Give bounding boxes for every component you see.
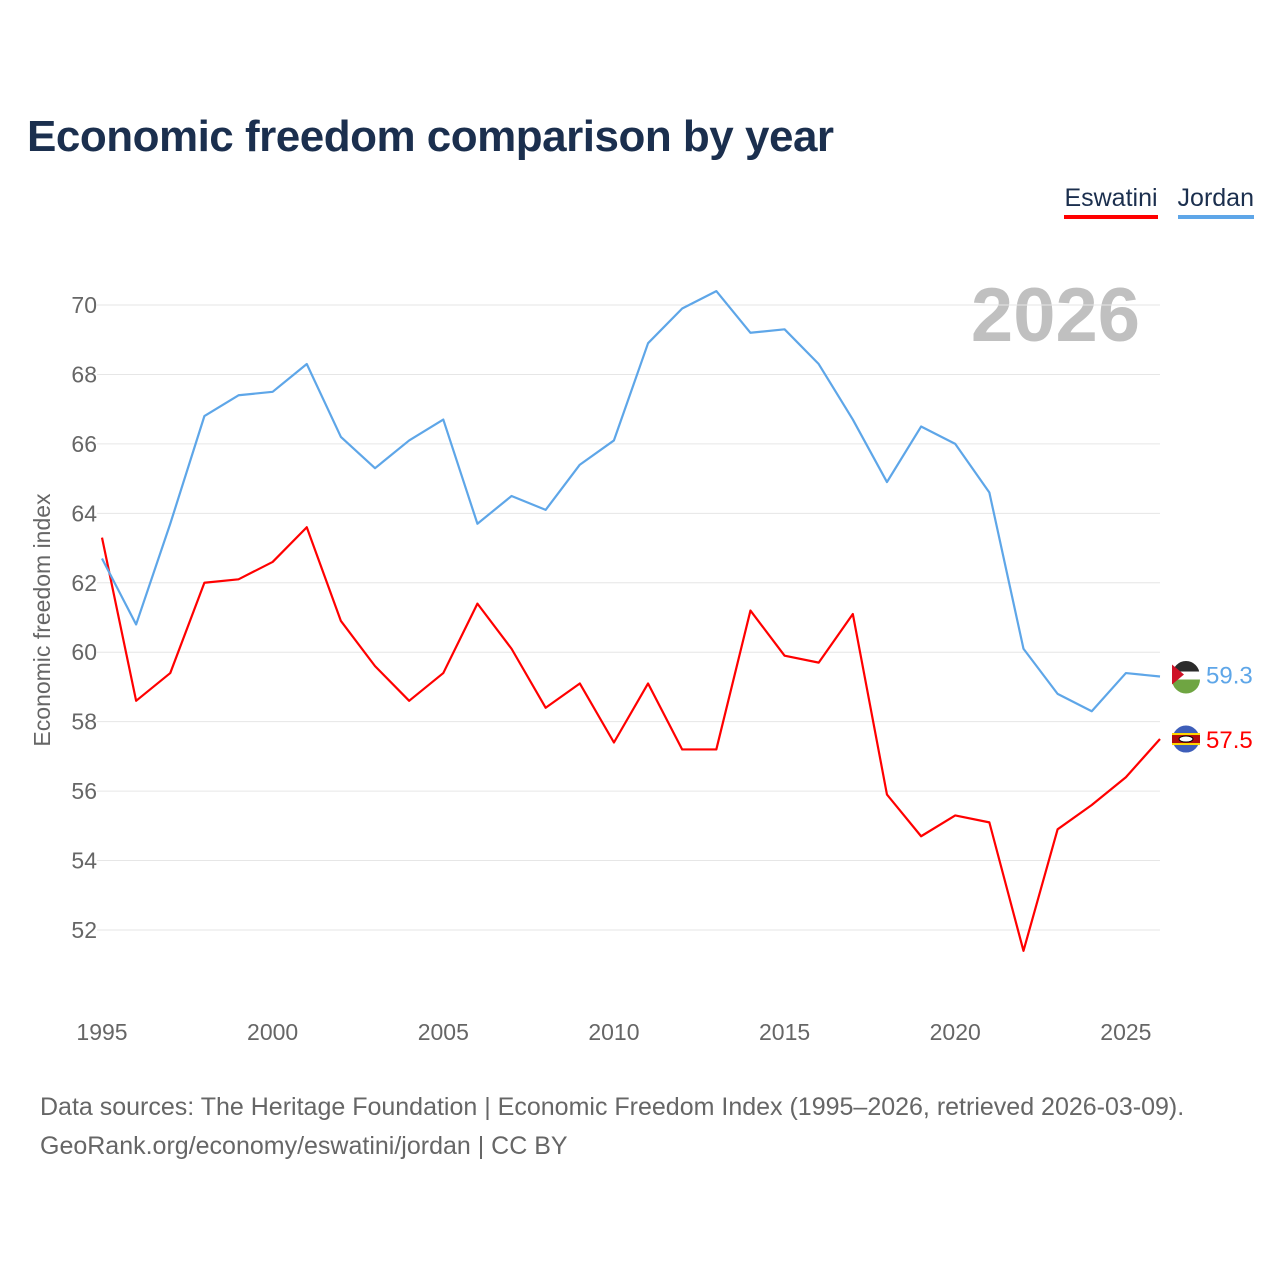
- x-tick-label: 2000: [247, 1019, 298, 1045]
- flag-triangle: [1172, 664, 1184, 685]
- flag-stripe: [1172, 733, 1200, 736]
- y-tick-label: 52: [71, 917, 97, 943]
- legend-eswatini[interactable]: Eswatini: [1064, 184, 1158, 219]
- chart-title: Economic freedom comparison by year: [27, 112, 834, 161]
- y-tick-label: 58: [71, 709, 97, 735]
- x-tick-label: 2010: [588, 1019, 639, 1045]
- flag-stripe: [1172, 679, 1200, 694]
- series-line-eswatini: [100, 526, 1161, 952]
- y-tick-label: 70: [71, 292, 97, 318]
- y-tick-label: 54: [71, 848, 97, 874]
- y-tick-label: 62: [71, 570, 97, 596]
- x-tick-label: 2020: [930, 1019, 981, 1045]
- legend: Eswatini Jordan: [1064, 184, 1254, 219]
- source-note: Data sources: The Heritage Foundation | …: [40, 1088, 1184, 1166]
- legend-jordan[interactable]: Jordan: [1177, 184, 1254, 219]
- flag-shield: [1178, 735, 1194, 743]
- y-axis-label: Economic freedom index: [29, 493, 55, 747]
- x-tick-label: 2025: [1100, 1019, 1151, 1045]
- y-tick-label: 56: [71, 778, 97, 804]
- end-value-label-jordan: 59.3: [1206, 663, 1253, 690]
- source-line-1: Data sources: The Heritage Foundation | …: [40, 1093, 1185, 1121]
- flag-stripe: [1172, 671, 1200, 680]
- y-tick-label: 64: [71, 500, 97, 526]
- series-line-jordan: [101, 290, 1161, 713]
- y-tick-label: 60: [71, 639, 97, 665]
- x-tick-label: 2005: [418, 1019, 469, 1045]
- x-tick-label: 2015: [759, 1019, 810, 1045]
- year-watermark: 2026: [971, 273, 1140, 358]
- end-value-label-eswatini: 57.5: [1206, 727, 1253, 754]
- x-tick-label: 1995: [76, 1019, 127, 1045]
- flag-stripe: [1172, 743, 1200, 746]
- y-tick-label: 68: [71, 361, 97, 387]
- y-tick-label: 66: [71, 431, 97, 457]
- source-line-2[interactable]: GeoRank.org/economy/eswatini/jordan | CC…: [40, 1132, 568, 1160]
